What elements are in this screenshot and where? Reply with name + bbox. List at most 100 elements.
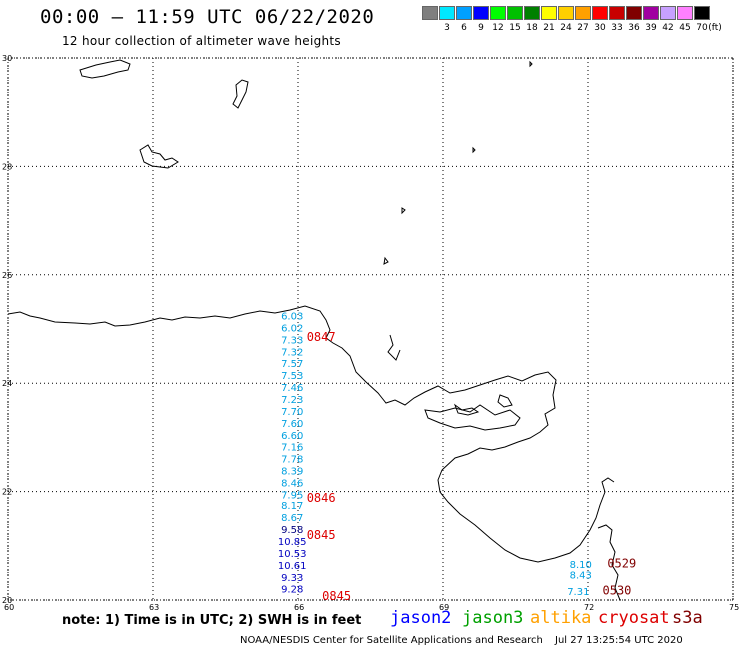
scale-swatch — [677, 6, 693, 20]
scale-swatch — [473, 6, 489, 20]
swh-value: 7.46 — [281, 383, 303, 394]
lat-label: 20 — [2, 596, 12, 605]
island — [232, 79, 249, 109]
pass-time-label: 0846 — [307, 491, 336, 505]
swh-value: 6.03 — [281, 312, 303, 323]
swh-value: 8.10 — [570, 560, 592, 571]
swh-value: 7.33 — [281, 335, 303, 346]
island — [79, 59, 131, 79]
coastline — [387, 334, 401, 361]
legend-item-jason3: jason3 — [462, 608, 524, 628]
swh-value: 8.17 — [281, 501, 303, 512]
lon-label: 66 — [294, 603, 304, 612]
swh-value: 7.31 — [567, 587, 589, 598]
scale-label: 27 — [577, 23, 589, 33]
scale-swatch — [694, 6, 710, 20]
swh-value: 10.61 — [278, 561, 307, 572]
scale-swatch — [575, 6, 591, 20]
scale-swatch — [524, 6, 540, 20]
pass-time-label: 0529 — [607, 556, 636, 570]
lat-label: 24 — [2, 379, 12, 388]
swh-value: 7.60 — [281, 419, 303, 430]
swh-value: 8.46 — [281, 478, 303, 489]
page-title: 00:00 – 11:59 UTC 06/22/2020 — [40, 6, 375, 28]
lon-label: 75 — [729, 603, 739, 612]
scale-label: 21 — [543, 23, 555, 33]
pass-time-label: 0530 — [603, 584, 632, 598]
scale-label: 33 — [611, 23, 623, 33]
scale-label: 70 — [696, 23, 708, 33]
page-subtitle: 12 hour collection of altimeter wave hei… — [62, 34, 341, 48]
scale-swatch — [626, 6, 642, 20]
legend-item-s3a: s3a — [672, 608, 703, 628]
scale-swatch — [456, 6, 472, 20]
swh-value: 7.23 — [281, 395, 303, 406]
scale-label: 30 — [594, 23, 606, 33]
lon-label: 60 — [4, 603, 14, 612]
scale-label: 6 — [461, 23, 467, 33]
swh-value: 9.28 — [281, 585, 303, 596]
coastline — [497, 394, 513, 408]
pass-time-label: 0845 — [322, 589, 351, 603]
pass-time-label: 0845 — [307, 528, 336, 542]
scale-swatch — [541, 6, 557, 20]
footer-note: note: 1) Time is in UTC; 2) SWH is in fe… — [62, 613, 362, 628]
scale-label: 3 — [444, 23, 450, 33]
lat-label: 28 — [2, 162, 12, 171]
swh-value: 10.53 — [278, 549, 307, 560]
swh-value: 9.58 — [281, 525, 303, 536]
lon-label: 72 — [584, 603, 594, 612]
swh-value: 7.16 — [281, 443, 303, 454]
scale-label: 42 — [662, 23, 674, 33]
swh-value: 8.67 — [281, 513, 303, 524]
generated-timestamp: Jul 27 13:25:54 UTC 2020 — [555, 635, 683, 646]
scale-unit: (ft) — [708, 23, 722, 33]
swh-value: 7.53 — [281, 371, 303, 382]
island — [472, 146, 476, 154]
scale-swatch — [592, 6, 608, 20]
swh-value: 7.70 — [281, 407, 303, 418]
island — [529, 60, 533, 68]
island — [401, 207, 406, 215]
swh-value: 6.60 — [281, 431, 303, 442]
scale-swatch — [422, 6, 438, 20]
coastline — [437, 469, 615, 563]
lon-label: 69 — [439, 603, 449, 612]
swh-value: 8.39 — [281, 467, 303, 478]
scale-swatch — [660, 6, 676, 20]
swh-value: 7.95 — [281, 490, 303, 501]
swh-value: 6.02 — [281, 323, 303, 334]
island — [139, 144, 179, 169]
lat-label: 26 — [2, 271, 12, 280]
scale-label: 9 — [478, 23, 484, 33]
scale-label: 45 — [679, 23, 691, 33]
scale-label: 36 — [628, 23, 640, 33]
island — [383, 256, 389, 265]
legend-item-jason2: jason2 — [390, 608, 452, 628]
scale-swatch — [609, 6, 625, 20]
swh-value: 10.85 — [278, 537, 307, 548]
swh-value: 7.78 — [281, 455, 303, 466]
lat-label: 30 — [2, 54, 12, 63]
lon-label: 63 — [149, 603, 159, 612]
scale-label: 15 — [509, 23, 521, 33]
scale-swatch — [507, 6, 523, 20]
swh-value: 7.32 — [281, 347, 303, 358]
lat-label: 22 — [2, 488, 12, 497]
map-frame — [7, 57, 734, 601]
coastline — [7, 305, 557, 471]
coastline — [597, 524, 621, 601]
scale-label: 39 — [645, 23, 657, 33]
scale-label: 18 — [526, 23, 538, 33]
legend-item-cryosat: cryosat — [598, 608, 670, 628]
credit-text: NOAA/NESDIS Center for Satellite Applica… — [240, 635, 543, 646]
scale-swatch — [490, 6, 506, 20]
scale-swatch — [558, 6, 574, 20]
swh-value: 8.43 — [570, 571, 592, 582]
scale-swatch — [439, 6, 455, 20]
swh-value: 7.57 — [281, 359, 303, 370]
pass-time-label: 0847 — [307, 330, 336, 344]
legend-item-altika: altika — [530, 608, 592, 628]
scale-swatch — [643, 6, 659, 20]
